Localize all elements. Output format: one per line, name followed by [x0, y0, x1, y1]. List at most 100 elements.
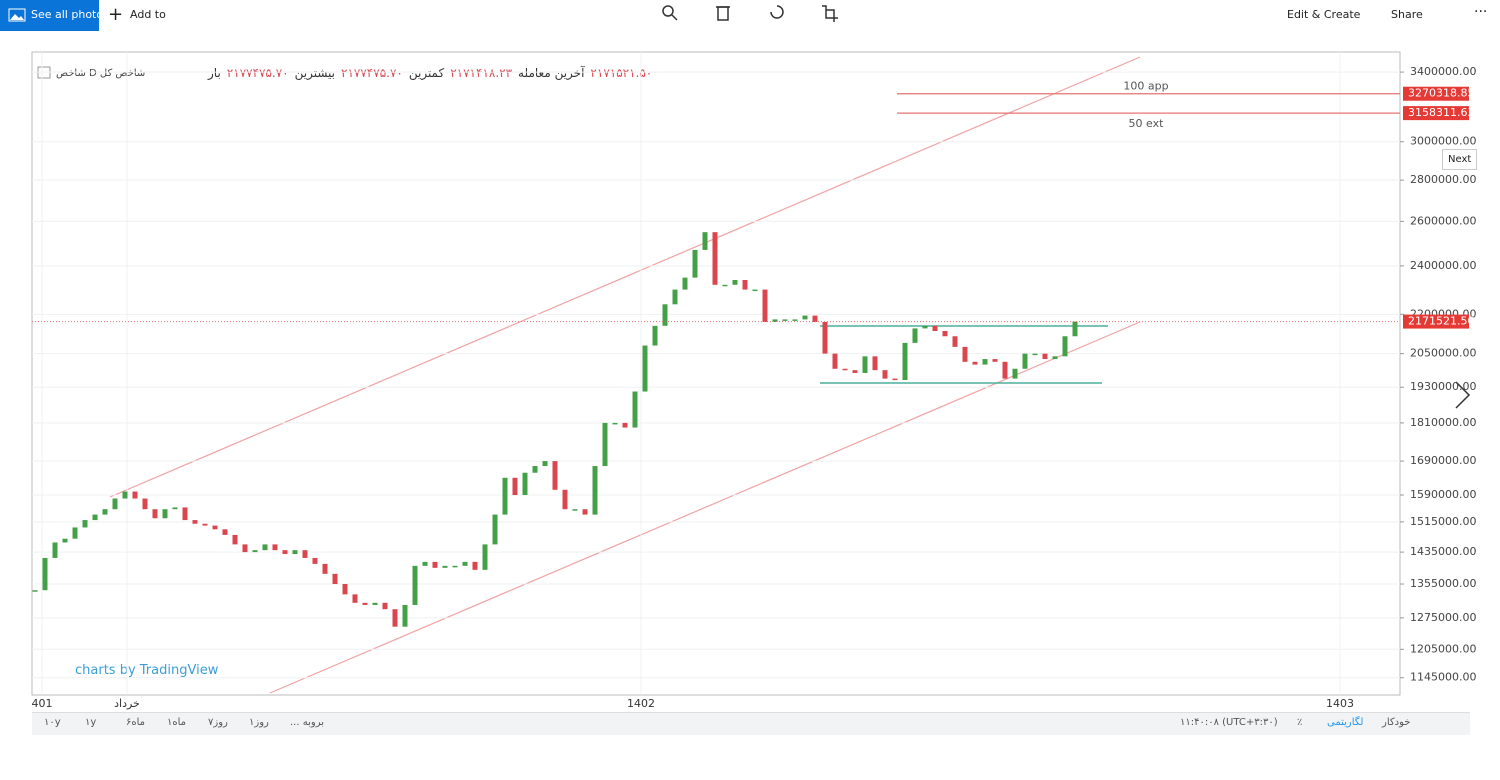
- candle: [942, 331, 948, 337]
- legend: باز ۲۱۷۷۴۷۵.۷۰ بیشترین ۲۱۷۷۴۷۵.۷۰ کمترین ۲۱۷۱…: [208, 66, 652, 80]
- candle: [152, 509, 158, 519]
- candle: [1012, 368, 1018, 379]
- y-tick-label: 1435000.00: [1410, 545, 1476, 558]
- y-tick-label: 1275000.00: [1410, 611, 1476, 624]
- candle: [42, 557, 48, 591]
- candle: [612, 422, 618, 425]
- candle: [552, 461, 558, 490]
- candle: [1062, 336, 1068, 357]
- candle: [982, 359, 988, 365]
- candle: [1042, 353, 1048, 360]
- candle: [142, 498, 148, 510]
- plot-frame: [31, 51, 1401, 696]
- candle: [402, 604, 408, 627]
- candle: [582, 509, 588, 515]
- y-tick-label: 2400000.00: [1410, 259, 1476, 272]
- candle: [452, 565, 458, 568]
- y-tick-label: 2800000.00: [1410, 173, 1476, 186]
- y-tick-label: 1515000.00: [1410, 515, 1476, 528]
- candle: [922, 325, 928, 329]
- candle: [802, 315, 808, 320]
- candle: [482, 544, 488, 570]
- candle: [502, 477, 508, 515]
- see-all-photos[interactable]: See all photos: [0, 0, 109, 31]
- candle: [332, 573, 338, 585]
- y-tick-label: 1810000.00: [1410, 416, 1476, 429]
- y-tick-label: 2600000.00: [1410, 214, 1476, 227]
- candle: [652, 325, 658, 346]
- candle: [432, 561, 438, 568]
- legend-name: باز: [208, 66, 221, 80]
- level-name: 50 ext: [1129, 117, 1165, 130]
- level-value: 3158311.63: [1408, 106, 1474, 119]
- candle: [832, 353, 838, 369]
- candle: [962, 346, 968, 362]
- candle: [602, 422, 608, 467]
- y-tick-label: 3400000.00: [1410, 65, 1476, 78]
- legend-value: ۲۱۷۱۴۱۸.۲۳: [450, 66, 513, 80]
- candle: [322, 563, 328, 574]
- x-tick-label: 1403: [1326, 697, 1354, 710]
- photo-icon: [8, 8, 26, 22]
- legend-name: آخرین معامله: [518, 66, 585, 80]
- legend-name: کمترین: [408, 66, 445, 80]
- candle: [712, 232, 718, 285]
- candle: [592, 466, 598, 515]
- candle: [52, 542, 58, 558]
- goto-date: ... بروبه: [290, 717, 324, 728]
- candle: [972, 361, 978, 365]
- candle: [32, 590, 38, 592]
- candle: [72, 527, 78, 539]
- candle: [862, 356, 868, 373]
- more[interactable]: ···: [1474, 4, 1488, 20]
- candle: [82, 520, 88, 528]
- candle: [622, 422, 628, 428]
- candle: [512, 477, 518, 496]
- candle: [1022, 353, 1028, 369]
- candle: [792, 319, 798, 321]
- share[interactable]: Share: [1391, 8, 1423, 21]
- y-tick-label: 1690000.00: [1410, 454, 1476, 467]
- candle: [302, 550, 308, 558]
- candle: [262, 544, 268, 551]
- candle: [782, 319, 788, 321]
- legend-value: ۲۱۷۱۵۲۱.۵۰: [590, 66, 653, 80]
- candle: [902, 342, 908, 381]
- candle: [422, 561, 428, 566]
- bottom-bar: ۱۰y ۱y ۶ماه ۱ماه ۷روز ۱روز ... بروبه ۱۱:۴۰:۰۸ (…: [32, 712, 1470, 735]
- range-button: ۱روز: [249, 717, 269, 728]
- auto-toggle: خودکار: [1382, 717, 1411, 728]
- candle: [852, 370, 858, 373]
- candle: [912, 328, 918, 343]
- watermark: charts by TradingView: [75, 663, 219, 678]
- log-toggle: لگاریتمی: [1327, 717, 1364, 728]
- candle: [172, 507, 178, 510]
- candle: [692, 249, 698, 278]
- range-button: ۱y: [85, 717, 97, 728]
- legend-value: ۲۱۷۷۴۷۵.۷۰: [226, 66, 289, 80]
- x-tick-label: خرداد: [114, 697, 140, 710]
- edit-create[interactable]: Edit & Create: [1287, 8, 1361, 21]
- candle: [202, 523, 208, 526]
- candle: [272, 544, 278, 551]
- x-tick-label: 1402: [627, 697, 655, 710]
- range-button: ۶ماه: [126, 717, 146, 728]
- add-icon[interactable]: +: [108, 4, 124, 25]
- candle: [702, 232, 708, 250]
- candle: [532, 466, 538, 473]
- candle: [192, 520, 198, 524]
- level-value: 3270318.85: [1408, 87, 1474, 100]
- level-name: 100 app: [1123, 80, 1168, 93]
- add-to[interactable]: Add to: [130, 8, 166, 21]
- candle: [212, 525, 218, 530]
- legend-value: ۲۱۷۷۴۷۵.۷۰: [341, 66, 403, 80]
- candle: [642, 345, 648, 392]
- y-tick-label: 1590000.00: [1410, 488, 1476, 501]
- range-button: ۱۰y: [44, 717, 61, 728]
- candle: [892, 378, 898, 381]
- candle: [772, 319, 778, 322]
- candle: [752, 289, 758, 292]
- x-tick-label: 401: [32, 697, 53, 710]
